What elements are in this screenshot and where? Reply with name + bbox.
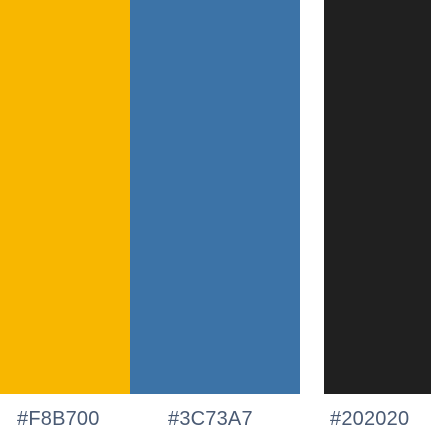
swatch-blue — [130, 0, 300, 394]
swatch-label-yellow: #F8B700 — [17, 406, 100, 432]
swatch-yellow — [0, 0, 130, 394]
swatch-label-blue: #3C73A7 — [168, 406, 253, 432]
swatch-black — [324, 0, 431, 394]
swatch-label-black: #202020 — [330, 406, 409, 432]
